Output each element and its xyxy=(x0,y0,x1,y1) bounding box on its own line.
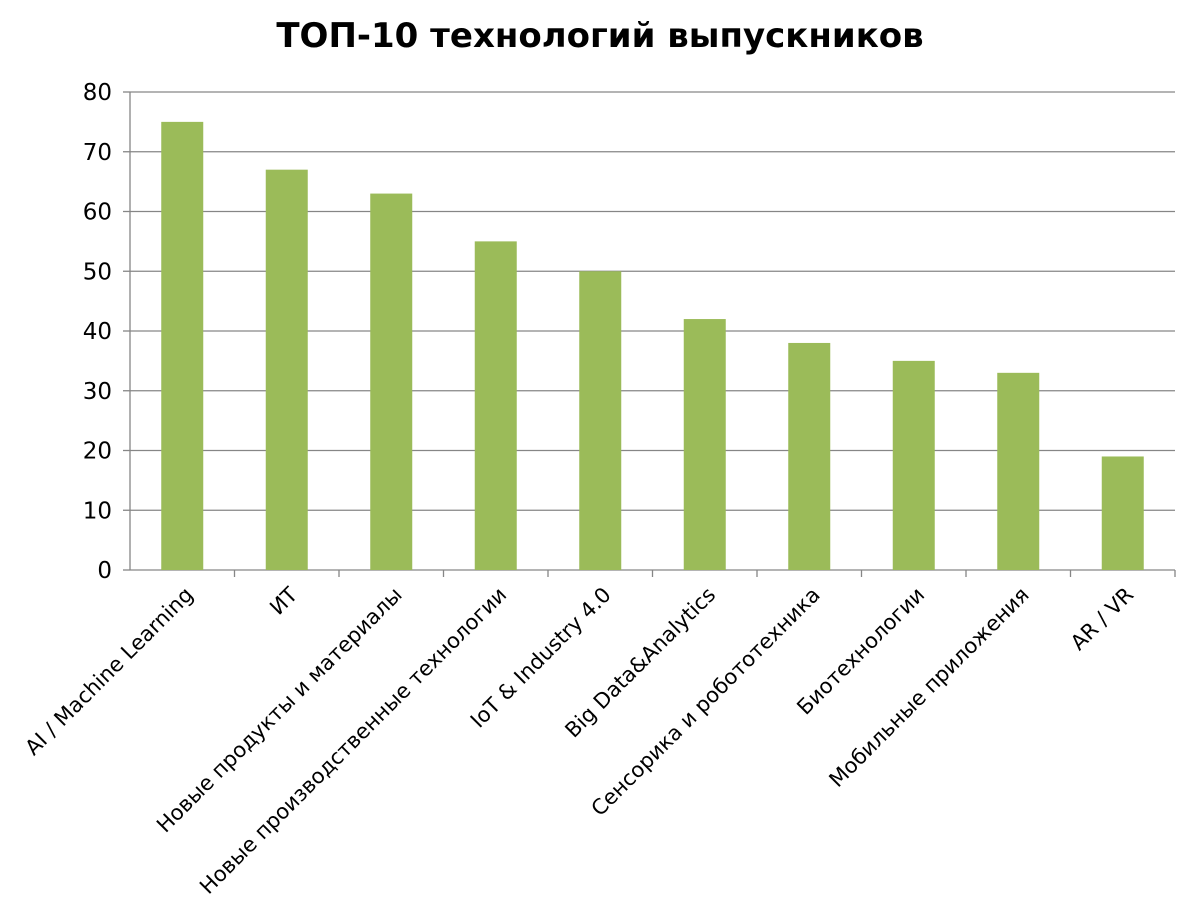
y-tick-label: 40 xyxy=(83,319,112,345)
y-tick-label: 60 xyxy=(83,200,112,226)
y-tick-label: 80 xyxy=(83,80,112,106)
x-category-label: Мобильные приложения xyxy=(824,583,1033,792)
y-tick-label: 10 xyxy=(83,498,112,524)
y-tick-label: 30 xyxy=(83,379,112,405)
bar xyxy=(788,342,831,570)
bar xyxy=(370,193,413,570)
x-category-label: AR / VR xyxy=(1066,583,1138,655)
bar xyxy=(892,360,935,570)
x-category-label: AI / Machine Learning xyxy=(20,583,197,760)
y-axis-tick-labels: 0 10 20 30 40 50 60 70 80 xyxy=(83,80,112,584)
bars xyxy=(161,121,1144,571)
chart-title: ТОП-10 технологий выпускников xyxy=(276,16,924,56)
x-category-label: Сенсорика и робототехника xyxy=(587,583,825,821)
bar xyxy=(265,169,308,571)
bar xyxy=(683,319,726,570)
bar xyxy=(997,372,1040,570)
bar xyxy=(474,241,517,570)
bar xyxy=(1101,456,1144,570)
y-tick-label: 0 xyxy=(97,558,112,584)
y-tick-label: 50 xyxy=(83,259,112,285)
y-tick-label: 70 xyxy=(83,140,112,166)
x-category-label: ИТ xyxy=(265,582,302,619)
y-tick-label: 20 xyxy=(83,439,112,465)
bar xyxy=(161,121,204,570)
bar xyxy=(579,271,622,570)
